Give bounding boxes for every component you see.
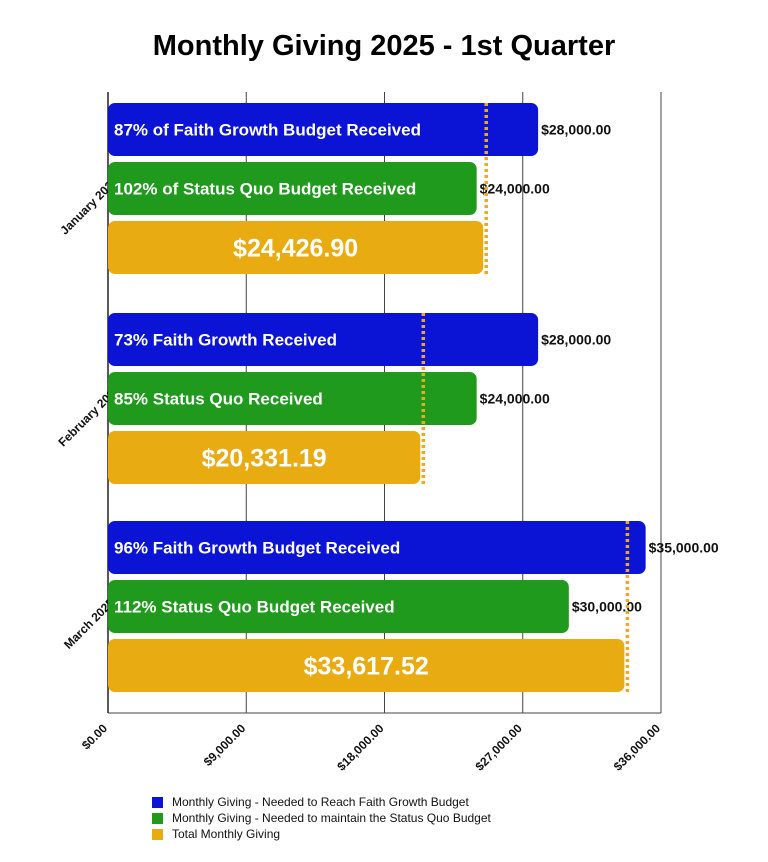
bar: [108, 639, 625, 692]
data-label: $35,000.00: [649, 540, 719, 556]
legend-swatch-faith-growth: [152, 796, 163, 808]
data-label: $30,000.00: [572, 599, 642, 615]
bar-label: 87% of Faith Growth Budget Received: [114, 121, 421, 140]
bar-label: $24,426.90: [233, 235, 358, 263]
bar-label: 102% of Status Quo Budget Received: [114, 180, 416, 199]
bar: [108, 521, 646, 574]
x-tick-label: $27,000.00: [473, 721, 526, 774]
bar-label: 96% Faith Growth Budget Received: [114, 539, 400, 558]
bar-label: $20,331.19: [202, 445, 327, 473]
bar-label: 112% Status Quo Budget Received: [114, 598, 395, 617]
legend-item-total-giving: Total Monthly Giving: [152, 826, 491, 842]
chart-legend: Monthly Giving - Needed to Reach Faith G…: [152, 794, 491, 842]
bar: [108, 221, 484, 274]
bar-label: 73% Faith Growth Received: [114, 331, 337, 350]
bar: [108, 431, 421, 484]
data-label: $28,000.00: [541, 122, 611, 138]
bar-label: 85% Status Quo Received: [114, 390, 323, 409]
legend-swatch-total-giving: [152, 828, 163, 840]
bar: [108, 313, 539, 366]
legend-label-faith-growth: Monthly Giving - Needed to Reach Faith G…: [172, 795, 469, 809]
legend-item-faith-growth: Monthly Giving - Needed to Reach Faith G…: [152, 794, 491, 810]
legend-item-status-quo: Monthly Giving - Needed to maintain the …: [152, 810, 491, 826]
x-tick-label: $18,000.00: [334, 721, 387, 774]
bar: [108, 372, 477, 425]
chart-title: Monthly Giving 2025 - 1st Quarter: [152, 30, 616, 62]
x-tick-label: $0.00: [79, 721, 110, 752]
legend-label-status-quo: Monthly Giving - Needed to maintain the …: [172, 811, 491, 825]
data-label: $28,000.00: [541, 332, 611, 348]
bar-label: $33,617.52: [304, 653, 429, 681]
bar: [108, 103, 539, 156]
data-label: $24,000.00: [480, 181, 550, 197]
bar: [108, 580, 569, 633]
x-tick-label: $9,000.00: [201, 721, 249, 769]
legend-label-total-giving: Total Monthly Giving: [172, 827, 281, 841]
x-tick-label: $36,000.00: [611, 721, 664, 774]
bar: [108, 162, 477, 215]
data-label: $24,000.00: [480, 391, 550, 407]
legend-swatch-status-quo: [152, 812, 163, 824]
